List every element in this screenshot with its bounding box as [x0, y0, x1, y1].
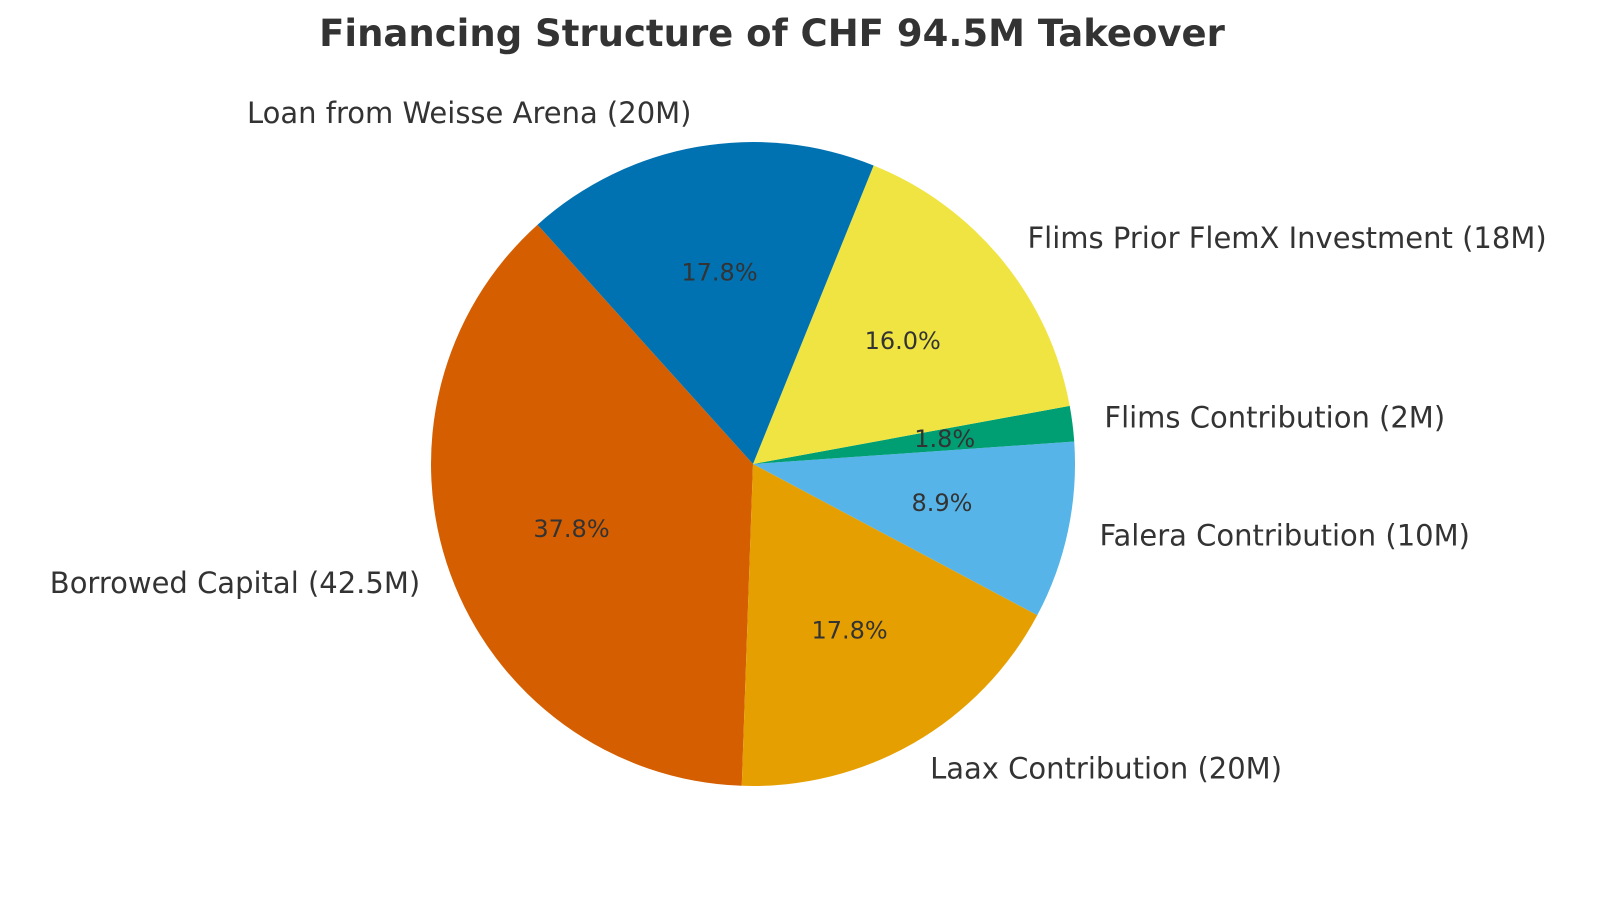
percent-label-3: 1.8%: [914, 425, 975, 453]
pie-slice-2: [753, 441, 1076, 616]
slice-label-5: Loan from Weisse Arena (20M): [247, 96, 692, 130]
pie-slice-1: [741, 464, 1038, 786]
percent-label-1: 17.8%: [811, 616, 887, 644]
pie-slice-0: [431, 224, 753, 786]
pie-slice-5: [537, 142, 874, 464]
slice-label-3: Flims Contribution (2M): [1104, 401, 1445, 435]
slice-label-1: Laax Contribution (20M): [930, 752, 1282, 786]
percent-label-5: 17.8%: [681, 259, 757, 287]
percent-label-4: 16.0%: [865, 327, 941, 355]
percent-label-0: 37.8%: [533, 515, 609, 543]
pie-slices: [431, 142, 1076, 786]
slice-labels: Borrowed Capital (42.5M) Laax Contributio…: [50, 96, 1547, 786]
slice-label-2: Falera Contribution (10M): [1100, 519, 1470, 553]
slice-label-0: Borrowed Capital (42.5M): [50, 566, 420, 600]
percent-labels: 37.8% 17.8% 8.9% 1.8% 16.0% 17.8%: [533, 259, 975, 645]
chart-title: Financing Structure of CHF 94.5M Takeove…: [319, 12, 1225, 55]
percent-label-2: 8.9%: [912, 489, 973, 517]
pie-slice-4: [753, 165, 1070, 464]
pie-slice-3: [753, 405, 1075, 464]
slice-label-4: Flims Prior FlemX Investment (18M): [1028, 221, 1547, 255]
